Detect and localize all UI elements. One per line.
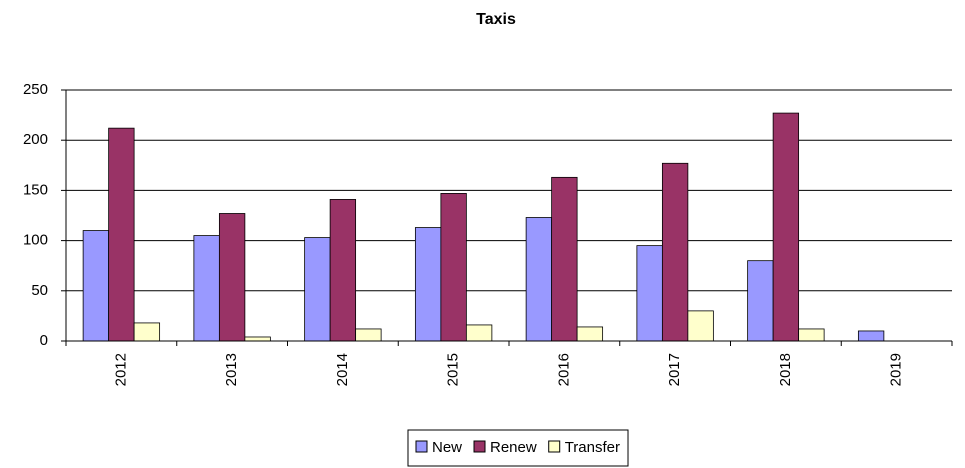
bar xyxy=(244,336,271,342)
bar xyxy=(440,193,467,342)
x-tick-label: 2014 xyxy=(334,353,351,386)
y-tick-label: 200 xyxy=(23,131,48,148)
bar xyxy=(218,213,246,342)
x-tick-label: 2016 xyxy=(555,353,572,386)
legend-swatch xyxy=(473,440,486,453)
x-tick-label: 2018 xyxy=(777,353,794,386)
chart-title: Taxis xyxy=(476,11,516,28)
legend-label: Renew xyxy=(490,439,537,456)
bar xyxy=(857,330,885,342)
y-tick-label: 150 xyxy=(23,181,48,198)
bar xyxy=(133,322,161,342)
y-tick-label: 100 xyxy=(23,232,48,249)
x-tick-label: 2012 xyxy=(112,353,129,386)
x-tick-label: 2019 xyxy=(888,353,905,386)
bar xyxy=(304,237,331,342)
x-tick-label: 2017 xyxy=(666,353,683,386)
bar xyxy=(82,230,110,342)
x-tick-label: 2015 xyxy=(445,353,462,386)
bar xyxy=(772,112,800,342)
y-tick-label: 250 xyxy=(23,81,48,98)
bar xyxy=(525,217,553,342)
legend-swatch xyxy=(548,440,561,453)
y-tick-label: 50 xyxy=(31,282,48,299)
bar xyxy=(576,326,604,342)
bar xyxy=(193,235,220,342)
legend-box xyxy=(407,429,629,467)
bar xyxy=(747,260,774,342)
legend-label: New xyxy=(432,439,462,456)
bar xyxy=(687,310,714,342)
x-tick-label: 2013 xyxy=(223,353,240,386)
bar xyxy=(355,328,382,342)
bar xyxy=(108,127,135,342)
legend: New Renew Transfer xyxy=(407,429,629,467)
legend-label: Transfer xyxy=(565,439,620,456)
bar xyxy=(551,176,578,342)
bar xyxy=(661,162,689,342)
bar xyxy=(798,328,825,342)
y-tick-label: 0 xyxy=(40,332,48,349)
bar xyxy=(465,324,493,342)
bar xyxy=(414,227,442,342)
bar xyxy=(329,199,357,342)
legend-swatch xyxy=(415,440,428,453)
bar xyxy=(636,245,663,342)
